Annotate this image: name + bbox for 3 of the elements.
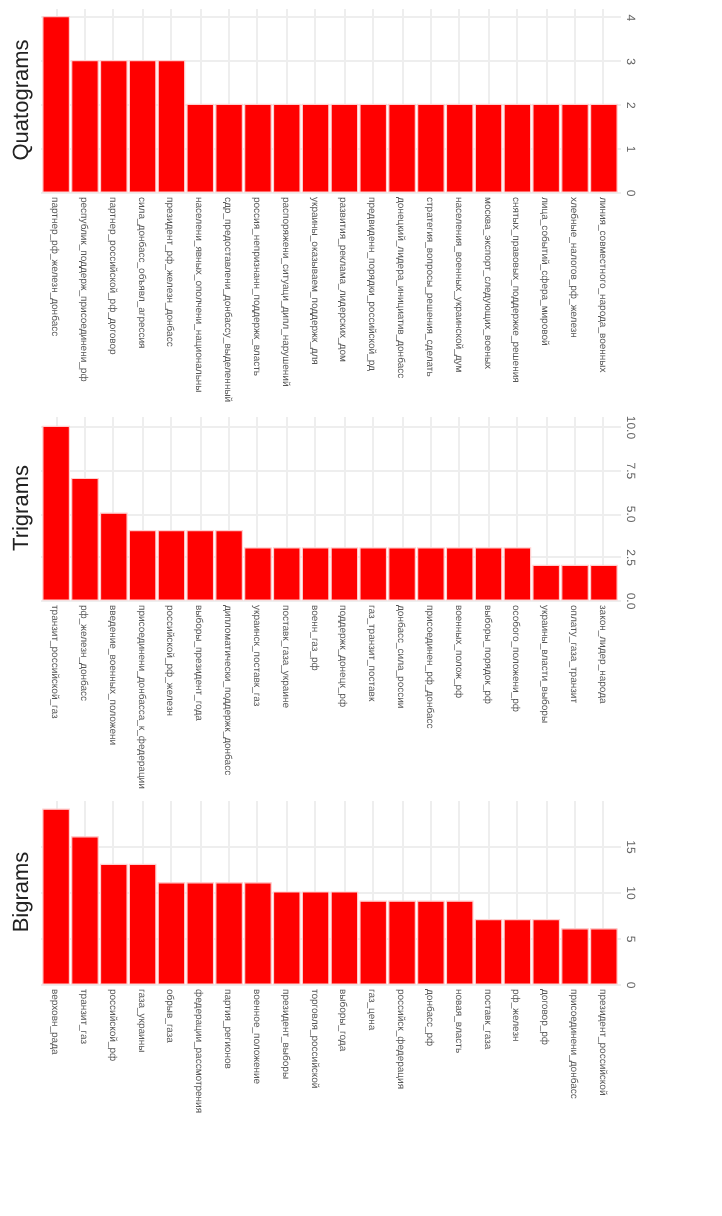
text: Trigrams: [10, 464, 34, 551]
text: Bigrams: [10, 850, 34, 933]
text: Quatograms: [10, 38, 34, 161]
